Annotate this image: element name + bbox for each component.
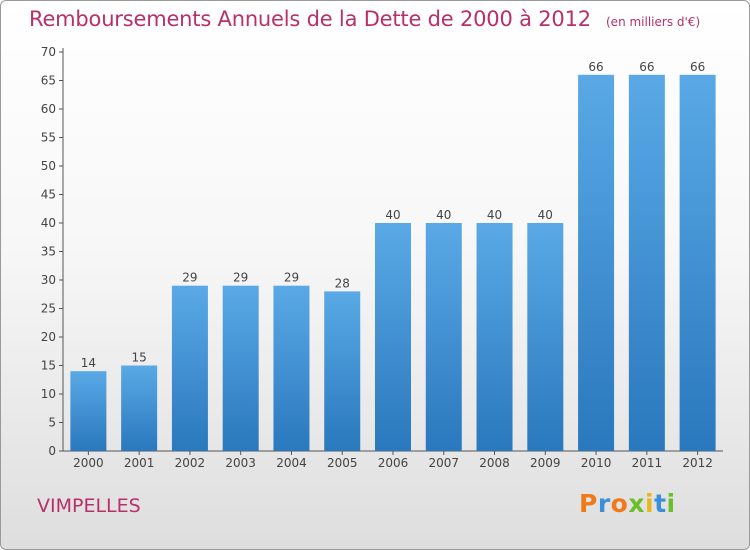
logo-letter: x bbox=[628, 489, 645, 518]
data-label-2011: 66 bbox=[639, 60, 654, 74]
y-tick-label: 70 bbox=[41, 45, 56, 59]
x-tick-label: 2005 bbox=[327, 456, 358, 470]
bar-2006 bbox=[375, 223, 411, 451]
y-tick-label: 0 bbox=[48, 444, 56, 458]
y-tick-label: 15 bbox=[41, 359, 56, 373]
chart-title: Remboursements Annuels de la Dette de 20… bbox=[29, 7, 591, 31]
chart-unit-label: (en milliers d'€) bbox=[606, 15, 701, 29]
x-tick-label: 2006 bbox=[378, 456, 409, 470]
x-tick-label: 2001 bbox=[124, 456, 155, 470]
bar-2005 bbox=[324, 291, 361, 451]
x-tick-label: 2011 bbox=[632, 456, 663, 470]
data-label-2001: 15 bbox=[132, 351, 147, 365]
data-label-2005: 28 bbox=[335, 276, 350, 290]
logo-letter: i bbox=[645, 489, 655, 518]
data-label-2010: 66 bbox=[588, 60, 603, 74]
data-label-2008: 40 bbox=[487, 208, 502, 222]
y-tick-label: 65 bbox=[41, 74, 56, 88]
y-tick-label: 35 bbox=[41, 245, 56, 259]
data-label-2002: 29 bbox=[182, 271, 197, 285]
y-tick-label: 5 bbox=[48, 416, 56, 430]
y-tick-label: 40 bbox=[41, 216, 56, 230]
bars bbox=[70, 74, 716, 452]
data-label-2009: 40 bbox=[538, 208, 553, 222]
y-axis: 0 5 10 15 20 25 30 35 40 45 50 55 60 65 70 bbox=[41, 45, 64, 458]
bar-2004 bbox=[273, 285, 310, 451]
data-label-2000: 14 bbox=[81, 356, 96, 370]
x-tick-label: 2010 bbox=[581, 456, 612, 470]
title-row: Remboursements Annuels de la Dette de 20… bbox=[29, 7, 700, 31]
data-label-2003: 29 bbox=[233, 271, 248, 285]
logo-letter: i bbox=[666, 489, 676, 518]
y-tick-label: 20 bbox=[41, 330, 56, 344]
bar-2001 bbox=[121, 365, 158, 451]
x-tick-label: 2008 bbox=[479, 456, 510, 470]
x-tick-label: 2009 bbox=[530, 456, 561, 470]
bar-2002 bbox=[171, 285, 208, 451]
bar-2008 bbox=[476, 223, 513, 451]
logo-letter: t bbox=[654, 489, 667, 518]
bar-2010 bbox=[578, 74, 615, 452]
bar-2009 bbox=[527, 223, 564, 451]
y-tick-label: 55 bbox=[41, 131, 56, 145]
x-tick-label: 2003 bbox=[225, 456, 256, 470]
data-labels: 14 15 29 29 29 28 40 40 40 40 66 66 66 bbox=[81, 60, 706, 370]
logo-letter: r bbox=[597, 489, 611, 518]
x-tick-label: 2012 bbox=[682, 456, 713, 470]
bar-2003 bbox=[222, 285, 259, 451]
y-tick-label: 50 bbox=[41, 159, 56, 173]
y-tick-label: 25 bbox=[41, 302, 56, 316]
x-axis: 2000 2001 2002 2003 2004 2005 2006 2007 2008 2009… bbox=[63, 450, 723, 470]
x-tick-label: 2007 bbox=[428, 456, 459, 470]
proxiti-logo: Proxiti bbox=[579, 489, 676, 518]
data-label-2004: 29 bbox=[284, 271, 299, 285]
bar-2007 bbox=[425, 223, 462, 451]
logo-letter: P bbox=[579, 489, 598, 518]
bar-2011 bbox=[628, 74, 665, 452]
data-label-2007: 40 bbox=[436, 208, 451, 222]
x-tick-label: 2000 bbox=[73, 456, 104, 470]
y-tick-label: 10 bbox=[41, 387, 56, 401]
data-label-2012: 66 bbox=[690, 60, 705, 74]
bar-2012 bbox=[679, 74, 716, 452]
commune-name: VIMPELLES bbox=[37, 495, 141, 517]
bar-2000 bbox=[70, 371, 107, 451]
y-tick-label: 45 bbox=[41, 188, 56, 202]
y-tick-label: 60 bbox=[41, 102, 56, 116]
y-tick-label: 30 bbox=[41, 273, 56, 287]
data-label-2006: 40 bbox=[385, 208, 400, 222]
x-tick-label: 2002 bbox=[175, 456, 206, 470]
logo-letter: o bbox=[610, 489, 629, 518]
x-tick-label: 2004 bbox=[276, 456, 307, 470]
